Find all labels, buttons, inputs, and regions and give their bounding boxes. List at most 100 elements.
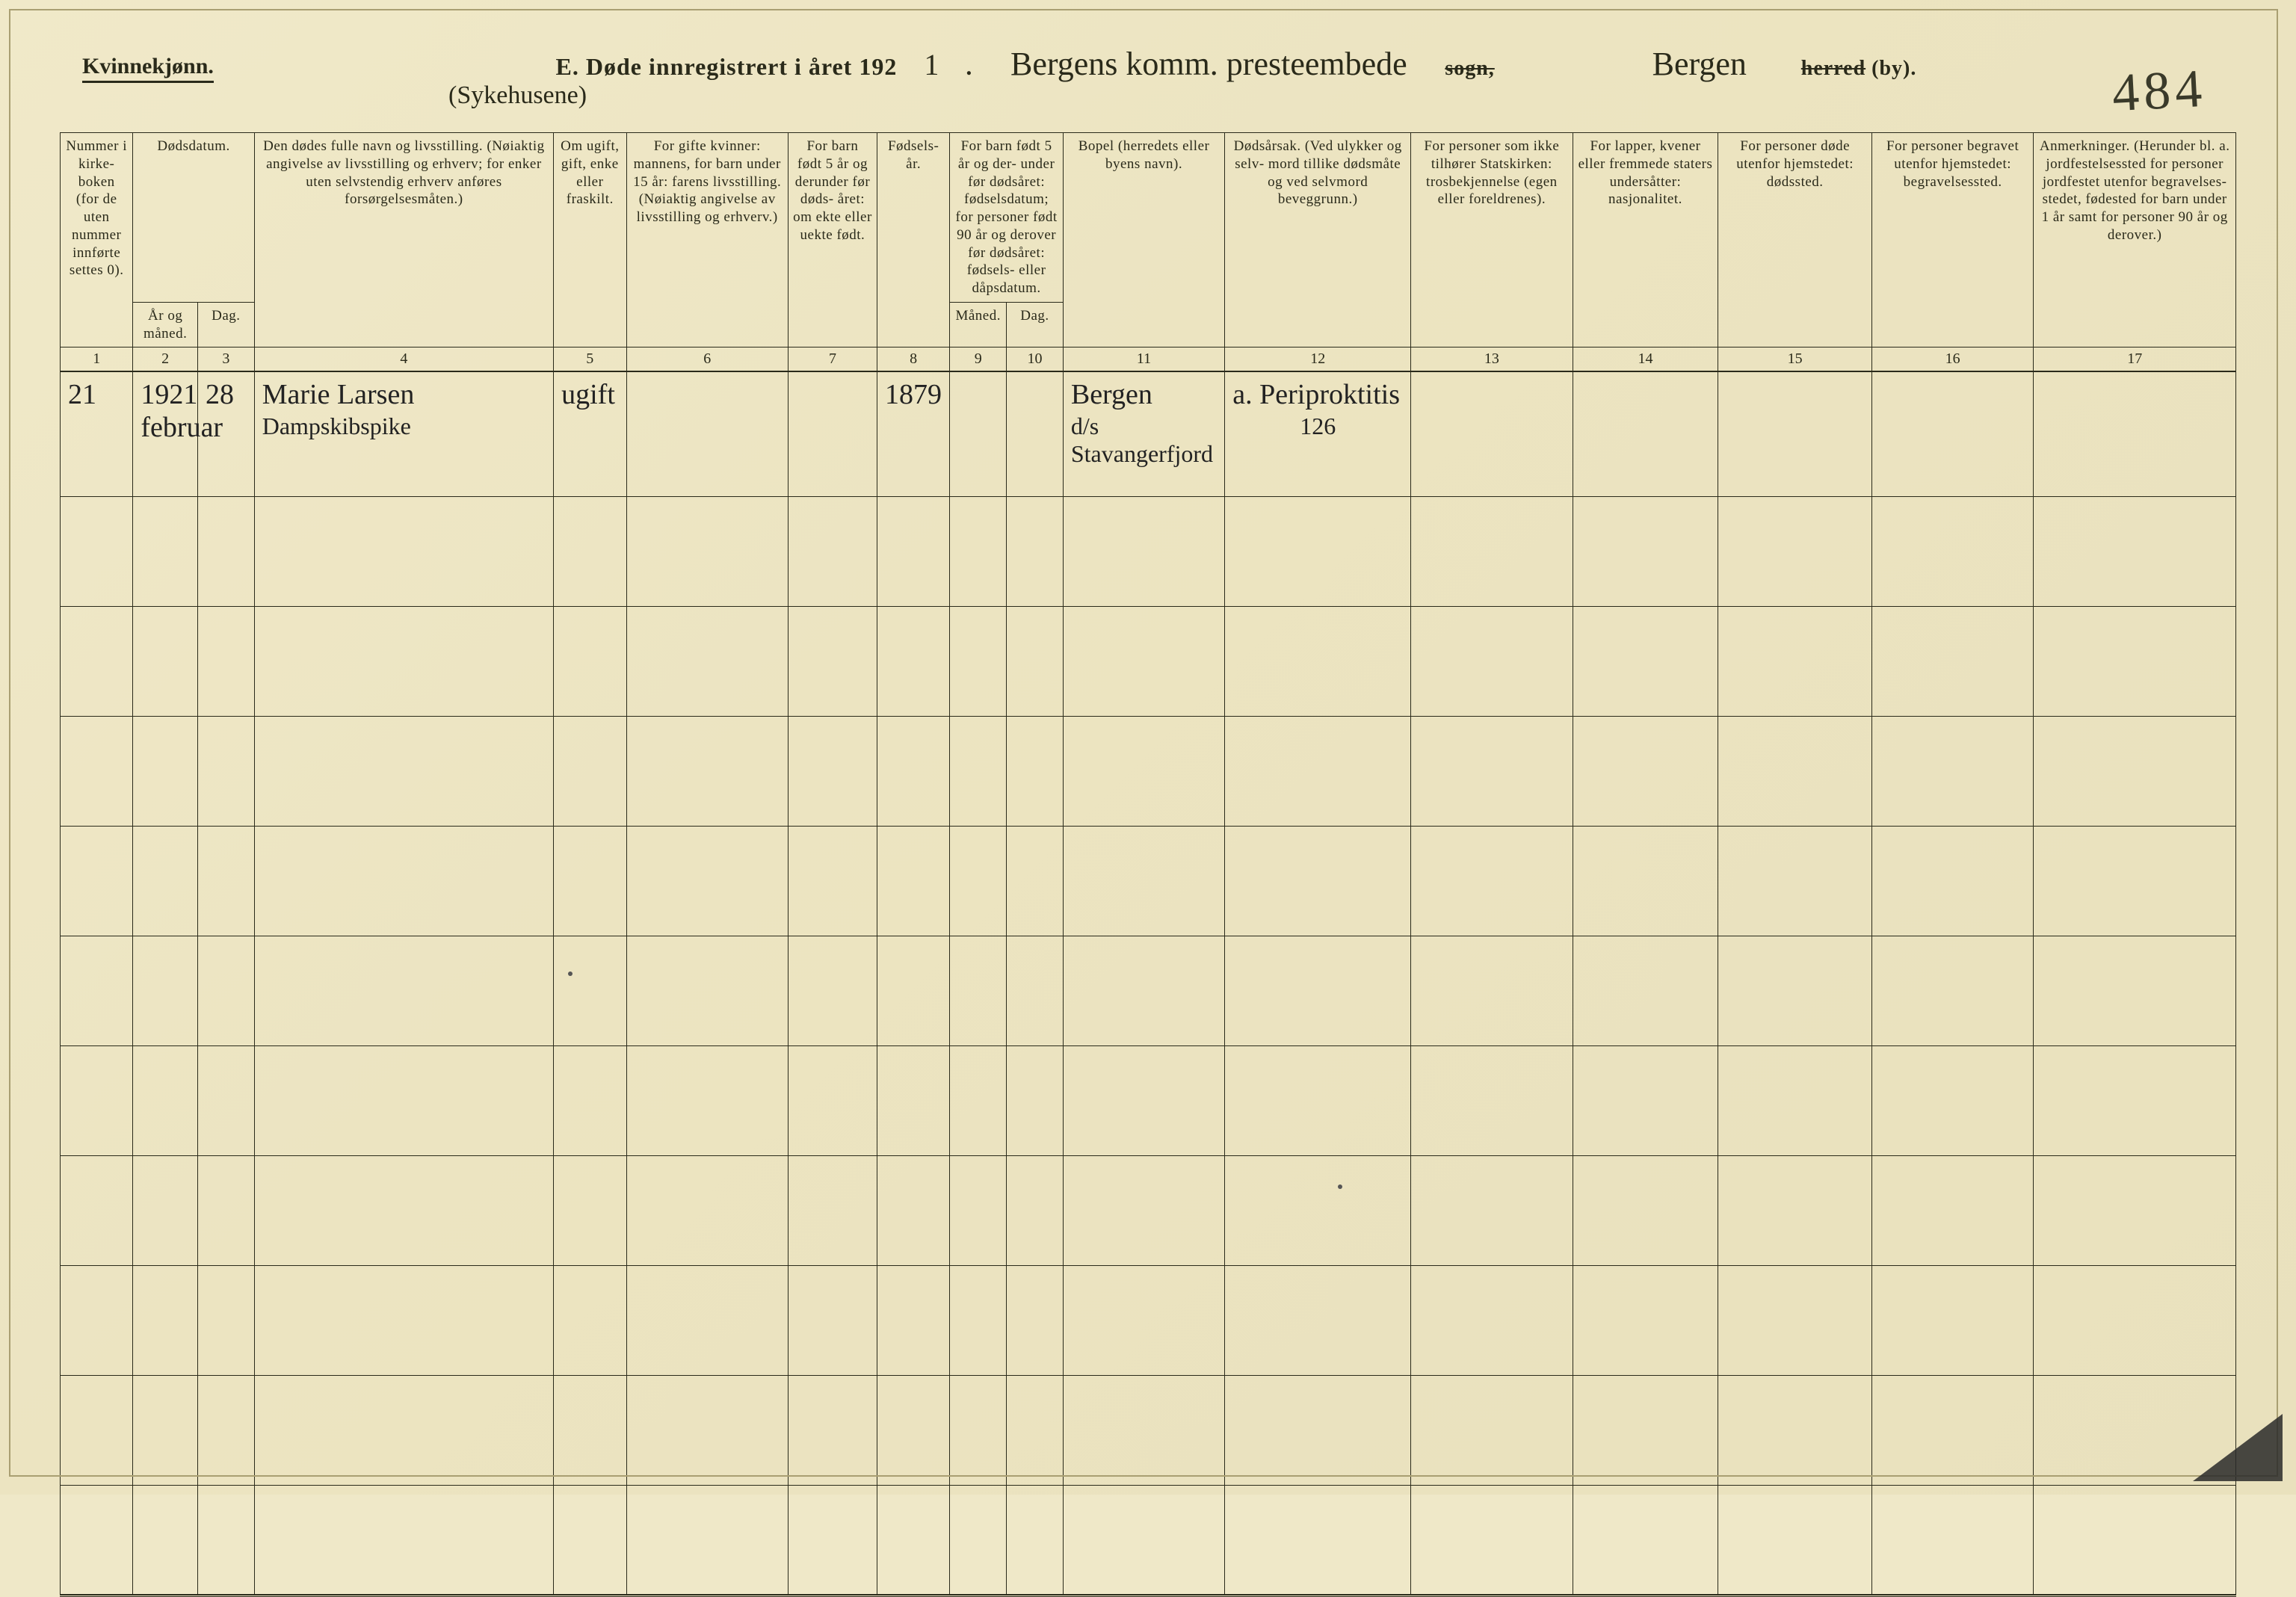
table-cell bbox=[1718, 371, 1872, 497]
table-cell bbox=[133, 1156, 198, 1266]
table-cell bbox=[197, 607, 254, 717]
speck-icon bbox=[568, 972, 573, 976]
table-cell bbox=[626, 1156, 788, 1266]
column-number: 15 bbox=[1718, 347, 1872, 372]
table-cell bbox=[1063, 827, 1224, 936]
table-row bbox=[61, 936, 2236, 1046]
table-cell bbox=[877, 717, 949, 827]
table-cell bbox=[254, 1266, 553, 1376]
column-number: 8 bbox=[877, 347, 949, 372]
table-cell bbox=[626, 1046, 788, 1156]
table-row bbox=[61, 827, 2236, 936]
table-cell bbox=[950, 1266, 1007, 1376]
table-cell bbox=[1063, 717, 1224, 827]
page-corner-fold bbox=[2193, 1414, 2283, 1481]
table-cell bbox=[554, 1266, 626, 1376]
col-2-subheader: År og måned. bbox=[133, 302, 198, 347]
col-3-subheader: Dag. bbox=[197, 302, 254, 347]
column-number: 10 bbox=[1007, 347, 1064, 372]
table-cell bbox=[1007, 936, 1064, 1046]
table-cell bbox=[1871, 1046, 2033, 1156]
table-cell bbox=[2034, 1266, 2236, 1376]
table-cell bbox=[1871, 1486, 2033, 1596]
column-number: 3 bbox=[197, 347, 254, 372]
table-cell bbox=[1871, 827, 2033, 936]
col-7-header: For barn født 5 år og derunder før døds-… bbox=[788, 133, 877, 347]
table-cell bbox=[1871, 497, 2033, 607]
col-13-header: For personer som ikke tilhører Statskirk… bbox=[1411, 133, 1573, 347]
table-cell bbox=[1573, 717, 1718, 827]
table-cell bbox=[1225, 1376, 1411, 1486]
table-cell bbox=[197, 1156, 254, 1266]
table-row bbox=[61, 497, 2236, 607]
table-cell bbox=[1411, 497, 1573, 607]
gender-label: Kvinnekjønn. bbox=[82, 54, 214, 83]
table-cell bbox=[197, 936, 254, 1046]
table-cell bbox=[133, 607, 198, 717]
table-cell bbox=[950, 497, 1007, 607]
table-cell bbox=[1007, 371, 1064, 497]
table-cell bbox=[626, 936, 788, 1046]
table-cell bbox=[626, 1376, 788, 1486]
table-cell bbox=[197, 717, 254, 827]
sogn-written: Bergens komm. presteembede bbox=[986, 45, 1431, 83]
table-cell bbox=[254, 1046, 553, 1156]
table-cell bbox=[254, 1156, 553, 1266]
table-cell bbox=[1411, 607, 1573, 717]
table-row: 211921februar28Marie LarsenDampskibspike… bbox=[61, 371, 2236, 497]
table-cell bbox=[2034, 936, 2236, 1046]
table-row bbox=[61, 1046, 2236, 1156]
col-5-header: Om ugift, gift, enke eller fraskilt. bbox=[554, 133, 626, 347]
table-cell bbox=[788, 1266, 877, 1376]
table-cell bbox=[1225, 1486, 1411, 1596]
table-cell bbox=[877, 1266, 949, 1376]
table-cell bbox=[554, 1486, 626, 1596]
table-row bbox=[61, 1266, 2236, 1376]
table-cell bbox=[1411, 827, 1573, 936]
table-row bbox=[61, 1376, 2236, 1486]
table-cell bbox=[61, 1486, 133, 1596]
table-cell bbox=[950, 717, 1007, 827]
table-body: 211921februar28Marie LarsenDampskibspike… bbox=[61, 371, 2236, 1596]
table-cell bbox=[197, 1046, 254, 1156]
table-cell bbox=[1063, 497, 1224, 607]
table-cell bbox=[877, 1376, 949, 1486]
table-cell bbox=[1225, 1046, 1411, 1156]
table-cell bbox=[61, 1266, 133, 1376]
table-cell bbox=[1718, 1376, 1872, 1486]
col-9-subheader: Måned. bbox=[950, 302, 1007, 347]
col-8-header: Fødsels- år. bbox=[877, 133, 949, 347]
page-header: Kvinnekjønn. E. Døde innregistrert i åre… bbox=[60, 45, 2236, 83]
table-cell bbox=[254, 1376, 553, 1486]
column-number: 4 bbox=[254, 347, 553, 372]
table-cell bbox=[1411, 1046, 1573, 1156]
table-cell bbox=[554, 497, 626, 607]
sogn-subtitle: (Sykehusene) bbox=[448, 81, 2236, 110]
table-cell bbox=[1063, 1266, 1224, 1376]
table-cell bbox=[2034, 1046, 2236, 1156]
table-cell bbox=[2034, 827, 2236, 936]
table-cell bbox=[2034, 371, 2236, 497]
table-cell bbox=[133, 1266, 198, 1376]
table-cell bbox=[1411, 371, 1573, 497]
table-cell bbox=[1225, 1156, 1411, 1266]
table-cell bbox=[1573, 1156, 1718, 1266]
table-cell bbox=[61, 717, 133, 827]
table-cell bbox=[1871, 607, 2033, 717]
col-4-header: Den dødes fulle navn og livsstilling. (N… bbox=[254, 133, 553, 347]
col-6-header: For gifte kvinner: mannens, for barn und… bbox=[626, 133, 788, 347]
bottom-double-rule bbox=[60, 1594, 2236, 1597]
table-cell bbox=[788, 827, 877, 936]
col-15-header: For personer døde utenfor hjemstedet: dø… bbox=[1718, 133, 1872, 347]
table-cell bbox=[2034, 497, 2236, 607]
table-cell bbox=[788, 717, 877, 827]
table-cell bbox=[61, 936, 133, 1046]
table-cell bbox=[1411, 717, 1573, 827]
table-cell bbox=[1718, 936, 1872, 1046]
table-cell: 21 bbox=[61, 371, 133, 497]
table-cell bbox=[877, 497, 949, 607]
table-cell bbox=[877, 1156, 949, 1266]
table-cell bbox=[1007, 1376, 1064, 1486]
table-cell bbox=[1007, 1486, 1064, 1596]
column-number: 16 bbox=[1871, 347, 2033, 372]
